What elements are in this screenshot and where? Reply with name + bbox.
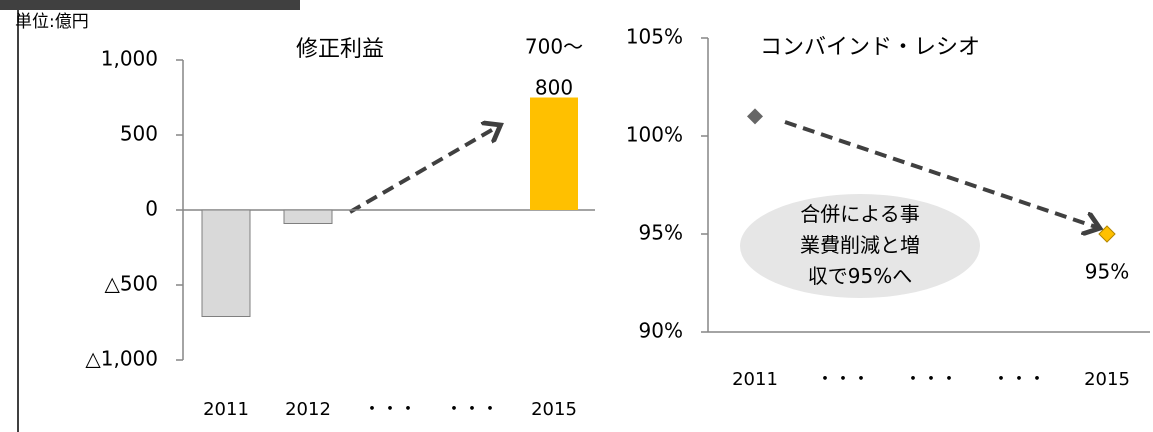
annotation: 合併による事業費削減と増収で95%へ xyxy=(800,202,920,288)
x-tick-label: ・・・ xyxy=(904,369,958,390)
y-tick-label: 105% xyxy=(626,25,683,49)
point xyxy=(1098,225,1116,243)
x-tick-label: 2015 xyxy=(531,399,577,420)
x-tick-label: 2011 xyxy=(732,369,778,390)
y-tick-label: 500 xyxy=(120,122,158,146)
y-tick-label: 1,000 xyxy=(101,47,158,71)
bar xyxy=(530,97,578,210)
trend-arrow xyxy=(348,127,497,214)
bar xyxy=(283,209,333,224)
value-label: 95% xyxy=(1085,260,1129,284)
bar xyxy=(201,209,251,317)
chart-title: コンバインド・レシオ xyxy=(760,35,980,60)
annotation-bubble xyxy=(740,194,980,298)
point xyxy=(747,108,763,125)
x-tick-label: ・・・ xyxy=(445,399,499,420)
chart-title: 修正利益 xyxy=(296,37,384,62)
x-tick-label: ・・・ xyxy=(816,369,870,390)
x-tick-label: ・・・ xyxy=(992,369,1046,390)
x-tick-label: 2015 xyxy=(1084,369,1130,390)
y-tick-label: 90% xyxy=(639,319,683,343)
unit-label: 単位:億円 xyxy=(15,12,89,32)
y-tick-label: △500 xyxy=(104,272,158,296)
x-tick-label: 2012 xyxy=(285,399,331,420)
y-tick-label: 0 xyxy=(145,197,158,221)
header-bar xyxy=(0,0,300,10)
y-tick-label: 100% xyxy=(626,123,683,147)
trend-arrow xyxy=(784,120,1096,227)
y-tick-label: 95% xyxy=(639,221,683,245)
value-label: 700〜 800 xyxy=(525,34,583,99)
y-tick-label: △1,000 xyxy=(85,347,158,371)
x-tick-label: 2011 xyxy=(203,399,249,420)
x-tick-label: ・・・ xyxy=(363,399,417,420)
